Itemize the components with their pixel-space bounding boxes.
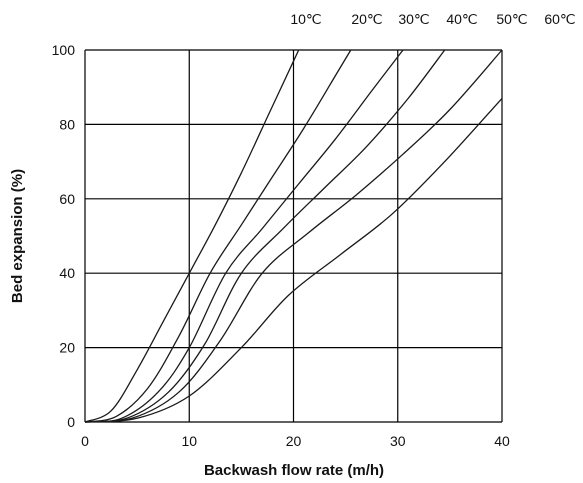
y-tick-label: 60 [59,191,75,207]
series-line-5 [84,49,503,423]
series-label: 60℃ [544,11,575,27]
y-tick-label: 100 [52,42,76,58]
series-label: 30℃ [398,11,429,27]
series-line-2 [84,49,352,423]
x-tick-label: 20 [286,433,302,449]
series-line-6 [84,97,503,423]
series-line-3 [84,49,404,423]
x-tick-label: 40 [494,433,510,449]
series-label: 20℃ [351,11,382,27]
tick-labels: 0 20 40 60 80 100 0 10 20 30 40 [52,42,510,449]
series-label: 40℃ [446,11,477,27]
y-tick-label: 20 [59,340,75,356]
x-axis-title: Backwash flow rate (m/h) [204,462,384,479]
series-lines [84,49,503,423]
y-axis-title: Bed expansion (%) [9,169,26,303]
series-label: 50℃ [496,11,527,27]
y-tick-label: 40 [59,265,75,281]
series-labels: 10℃ 20℃ 30℃ 40℃ 50℃ 60℃ [290,11,575,27]
series-line-1 [84,49,300,423]
x-tick-label: 30 [390,433,406,449]
series-line-4 [84,49,446,423]
y-tick-label: 80 [59,116,75,132]
series-label: 10℃ [290,11,321,27]
x-tick-label: 10 [181,433,197,449]
x-tick-label: 0 [81,433,89,449]
y-tick-label: 0 [67,414,75,430]
grid [84,49,503,423]
